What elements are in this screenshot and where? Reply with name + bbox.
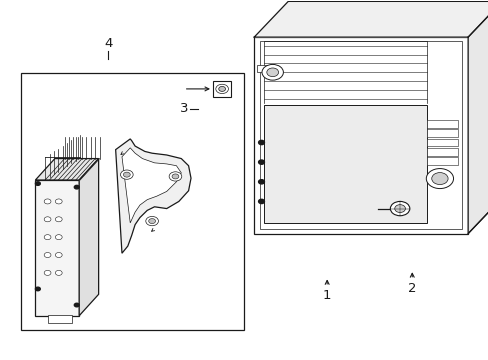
- Bar: [260, 41, 461, 229]
- Bar: [427, 139, 457, 147]
- Circle shape: [148, 219, 155, 224]
- Circle shape: [258, 140, 264, 145]
- Text: 1: 1: [322, 289, 331, 302]
- Polygon shape: [79, 158, 99, 316]
- Circle shape: [35, 287, 40, 291]
- Circle shape: [389, 202, 409, 216]
- Circle shape: [258, 160, 264, 164]
- Circle shape: [426, 168, 452, 189]
- Circle shape: [218, 86, 225, 91]
- Bar: [427, 157, 457, 165]
- Circle shape: [145, 216, 158, 226]
- Circle shape: [55, 252, 62, 257]
- Circle shape: [123, 172, 130, 177]
- Circle shape: [258, 199, 264, 203]
- Circle shape: [74, 303, 79, 307]
- Bar: [264, 105, 426, 223]
- Bar: [427, 129, 457, 137]
- Bar: [47, 315, 72, 323]
- Circle shape: [262, 64, 283, 80]
- Bar: [256, 64, 267, 72]
- Polygon shape: [35, 158, 99, 180]
- Circle shape: [55, 270, 62, 275]
- Bar: [21, 73, 244, 330]
- Circle shape: [394, 204, 405, 212]
- Text: 4: 4: [104, 37, 112, 50]
- Polygon shape: [116, 139, 191, 253]
- Text: 3: 3: [180, 102, 188, 115]
- Bar: [427, 148, 457, 156]
- Circle shape: [35, 182, 40, 185]
- Polygon shape: [122, 148, 181, 223]
- Circle shape: [44, 235, 51, 240]
- Circle shape: [55, 217, 62, 222]
- Bar: [427, 120, 457, 128]
- Circle shape: [169, 172, 182, 181]
- Polygon shape: [254, 1, 488, 37]
- Circle shape: [120, 170, 133, 179]
- Circle shape: [215, 84, 228, 94]
- Circle shape: [44, 217, 51, 222]
- Circle shape: [266, 68, 278, 77]
- Circle shape: [55, 199, 62, 204]
- Circle shape: [431, 172, 447, 185]
- Bar: [254, 37, 467, 234]
- Circle shape: [44, 199, 51, 204]
- Circle shape: [74, 185, 79, 189]
- Circle shape: [55, 235, 62, 240]
- Polygon shape: [35, 180, 79, 316]
- Polygon shape: [467, 1, 488, 234]
- Circle shape: [172, 174, 179, 179]
- Bar: [212, 81, 231, 97]
- Circle shape: [44, 270, 51, 275]
- Circle shape: [44, 252, 51, 257]
- Circle shape: [258, 180, 264, 184]
- Text: 2: 2: [407, 282, 416, 295]
